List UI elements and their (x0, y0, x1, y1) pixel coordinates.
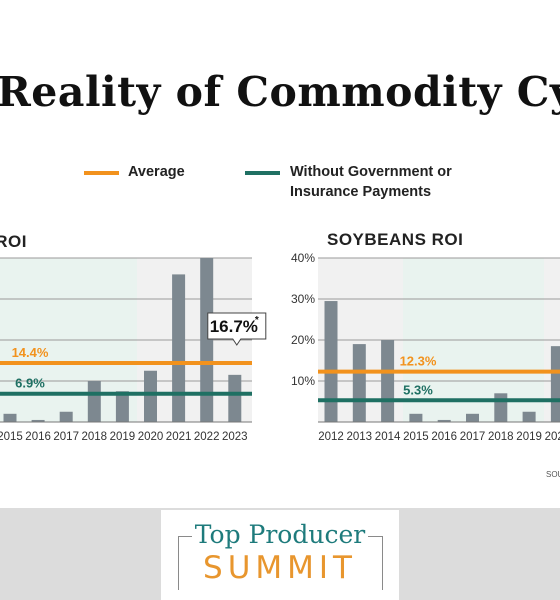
soy-bar-2020 (550, 346, 560, 422)
soy-bar-2014 (381, 340, 395, 422)
corn-bar-2021 (172, 274, 186, 422)
top-producer-summit-logo: Top Producer SUMMIT (161, 510, 399, 600)
soy-bar-2012 (324, 301, 338, 422)
soy-x-tick-label: 2013 (347, 431, 373, 443)
soy-bar-2019 (522, 411, 536, 422)
corn-callout-asterisk: * (255, 315, 259, 326)
corn-bar-2020 (144, 370, 157, 422)
corn-line-label-without-payments: 6.9% (15, 376, 45, 391)
corn-x-tick-label: 2020 (138, 431, 164, 443)
soy-line-label-average: 12.3% (400, 354, 437, 369)
logo-rule-right-vertical (382, 536, 383, 590)
logo-rule-left (178, 536, 192, 537)
slide: The Reality of Commodity Cycles Average … (0, 0, 560, 508)
corn-x-tick-label: 2021 (166, 431, 192, 443)
soy-x-tick-label: 2012 (318, 431, 344, 443)
soybeans-roi-chart: 10% 20% 30% 40% 2012 2013 2014 2015 2016 2017 2018… (291, 251, 560, 443)
corn-chart-title-text: CORN ROI (0, 232, 27, 251)
corn-bar-2023 (228, 374, 242, 422)
corn-x-tick-label: 2022 (194, 431, 220, 443)
slide-title: The Reality of Commodity Cycles (0, 68, 560, 116)
corn-x-tick-label: 2019 (110, 431, 136, 443)
soy-y-tick-label: 30% (291, 292, 315, 306)
soy-line-label-without-payments: 5.3% (403, 382, 433, 397)
corn-line-label-average: 14.4% (12, 345, 49, 360)
corn-callout-label: 16.7% (210, 317, 258, 336)
soy-x-tick-label: 2020 (545, 431, 560, 443)
legend-average-label: Average (128, 164, 185, 180)
corn-bar-2017 (59, 411, 73, 422)
corn-x-tick-label: 2018 (82, 431, 108, 443)
source-note: SOU (546, 470, 560, 479)
corn-x-tick-label: 2015 (0, 431, 23, 443)
corn-x-tick-label: 2016 (25, 431, 51, 443)
corn-bar-2016 (31, 419, 45, 422)
legend-without-payments-label: Without Government or Insurance Payments (290, 164, 452, 200)
corn-roi-chart: 2015 2016 2017 2018 2019 2020 2021 2022 2023 14.4… (0, 257, 267, 443)
legend-average-swatch (84, 171, 119, 175)
soy-bar-2015 (409, 413, 423, 422)
soy-x-tick-label: 2017 (460, 431, 486, 443)
corn-x-tick-label: 2017 (53, 431, 79, 443)
soy-x-tick-label: 2014 (375, 431, 401, 443)
logo-top-text: Top Producer (194, 520, 366, 549)
soy-x-tick-label: 2015 (403, 431, 429, 443)
logo-bottom-text: SUMMIT (203, 550, 357, 586)
corn-bar-2015 (3, 413, 17, 422)
logo-rule-right (368, 536, 382, 537)
soy-bar-2013 (352, 344, 366, 422)
soy-x-tick-label: 2016 (431, 431, 457, 443)
soy-y-tick-label: 10% (291, 374, 315, 388)
soy-bar-2017 (466, 413, 479, 422)
logo-rule-left-vertical (178, 536, 179, 590)
corn-bar-2018 (87, 381, 101, 422)
soy-y-tick-label: 20% (291, 333, 315, 347)
corn-bar-2019 (115, 391, 129, 422)
soy-bar-2018 (494, 393, 508, 422)
corn-x-tick-label: 2023 (222, 431, 248, 443)
soy-x-tick-label: 2019 (516, 431, 542, 443)
legend-without-payments-swatch (245, 171, 280, 175)
soy-x-tick-label: 2018 (488, 431, 514, 443)
corn-chart-title: CORN ROI (0, 232, 27, 252)
corn-callout-box (207, 312, 267, 346)
corn-bar-2022 (200, 258, 214, 422)
soy-y-tick-label: 40% (291, 251, 315, 265)
soybeans-chart-title: SOYBEANS ROI (327, 230, 464, 249)
soy-bar-2016 (437, 419, 451, 422)
